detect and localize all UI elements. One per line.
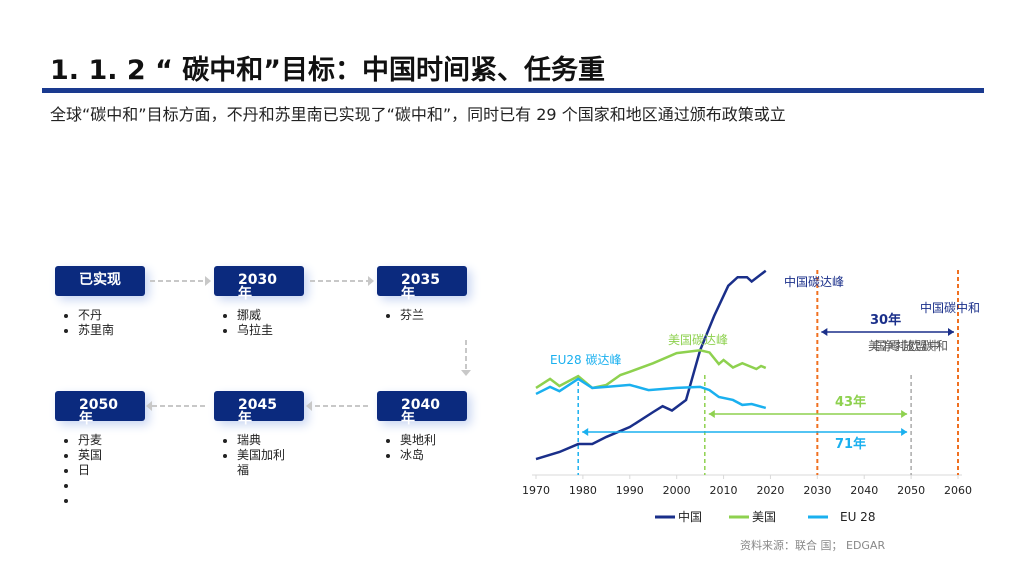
- series-line-0: [535, 269, 767, 461]
- legend-label: 中国: [678, 509, 702, 524]
- country-item: 奥地利: [400, 433, 436, 448]
- timeline-stage: 2050年: [55, 391, 145, 426]
- arrowhead-icon: [146, 401, 152, 411]
- country-list: 挪威乌拉圭: [219, 308, 273, 338]
- x-tick-label: 2020: [756, 484, 784, 497]
- source-note: 资料来源：联合 国； EDGAR: [740, 539, 886, 552]
- marker-label: EU28 碳达峰: [550, 353, 621, 367]
- arrowhead-icon: [368, 276, 374, 286]
- country-item: 乌拉圭: [237, 323, 273, 338]
- stage-label: 已实现: [79, 272, 121, 288]
- arrowhead-icon: [582, 428, 589, 436]
- x-tick-label: 1980: [569, 484, 597, 497]
- timeline-stage: 2030年: [214, 266, 304, 301]
- timeline-stage: 2035年: [377, 266, 467, 301]
- span-label: 43年: [835, 394, 866, 410]
- country-item: 不丹: [78, 308, 114, 323]
- marker-label: 中国碳中和: [920, 300, 980, 315]
- timeline-stage: 2040年: [377, 391, 467, 426]
- x-tick-label: 2010: [710, 484, 738, 497]
- arrowhead-icon: [901, 428, 908, 436]
- country-item: 芬兰: [400, 308, 424, 323]
- marker-label: 中国碳达峰: [784, 274, 844, 289]
- legend-label: 美国: [752, 510, 776, 524]
- stage-label: 2030年: [238, 272, 277, 302]
- arrowhead-icon: [821, 328, 828, 336]
- country-item: 冰岛: [400, 448, 436, 463]
- country-item: 苏里南: [78, 323, 114, 338]
- country-list: 奥地利冰岛: [382, 433, 436, 463]
- stage-label: 2050年: [79, 397, 118, 427]
- x-tick-label: 1990: [616, 484, 644, 497]
- stage-label: 2040年: [401, 397, 440, 427]
- arrowhead-icon: [901, 410, 908, 418]
- span-label: 71年: [835, 436, 866, 452]
- x-tick-label: 2040: [850, 484, 878, 497]
- subtitle: 全球“碳中和”目标方面，不丹和苏里南已实现了“碳中和”，同时已有 29 个国家和…: [50, 105, 786, 124]
- country-list: 丹麦英国日: [60, 433, 102, 508]
- stage-label: 2045年: [238, 397, 277, 427]
- span-label: 30年: [870, 312, 901, 328]
- arrowhead-icon: [948, 328, 954, 336]
- timeline-stage: 已实现: [55, 266, 145, 296]
- x-tick-label: 2050: [897, 484, 925, 497]
- country-list: 不丹苏里南: [60, 308, 114, 338]
- x-tick-label: 2060: [944, 484, 972, 497]
- series-line-2: [535, 377, 767, 410]
- country-item: 丹麦: [78, 433, 102, 448]
- marker-label: 美国碳达峰: [668, 333, 728, 347]
- stage-label: 2035年: [401, 272, 440, 302]
- country-item: 日: [78, 463, 102, 478]
- arrowhead-icon: [205, 276, 211, 286]
- arrowhead-icon: [306, 401, 312, 411]
- arrowhead-icon: [461, 370, 471, 376]
- legend-label: EU 28: [840, 510, 875, 524]
- title-divider: [42, 88, 984, 93]
- arrowhead-icon: [708, 410, 715, 418]
- page-title: 1. 1. 2 “ 碳中和”目标：中国时间紧、任务重: [50, 55, 605, 86]
- country-item: 美国加利福: [237, 448, 293, 478]
- marker-label: 美国净零排放 欧盟碳中和: [868, 338, 948, 353]
- x-tick-label: 2000: [663, 484, 691, 497]
- country-item: 英国: [78, 448, 102, 463]
- timeline-stage: 2045年: [214, 391, 304, 426]
- country-item: 瑞典: [237, 433, 293, 448]
- x-tick-label: 1970: [522, 484, 550, 497]
- country-list: 芬兰: [382, 308, 424, 323]
- country-list: 瑞典美国加利福: [219, 433, 293, 478]
- x-tick-label: 2030: [803, 484, 831, 497]
- country-item: 挪威: [237, 308, 273, 323]
- series-line-1: [535, 349, 767, 390]
